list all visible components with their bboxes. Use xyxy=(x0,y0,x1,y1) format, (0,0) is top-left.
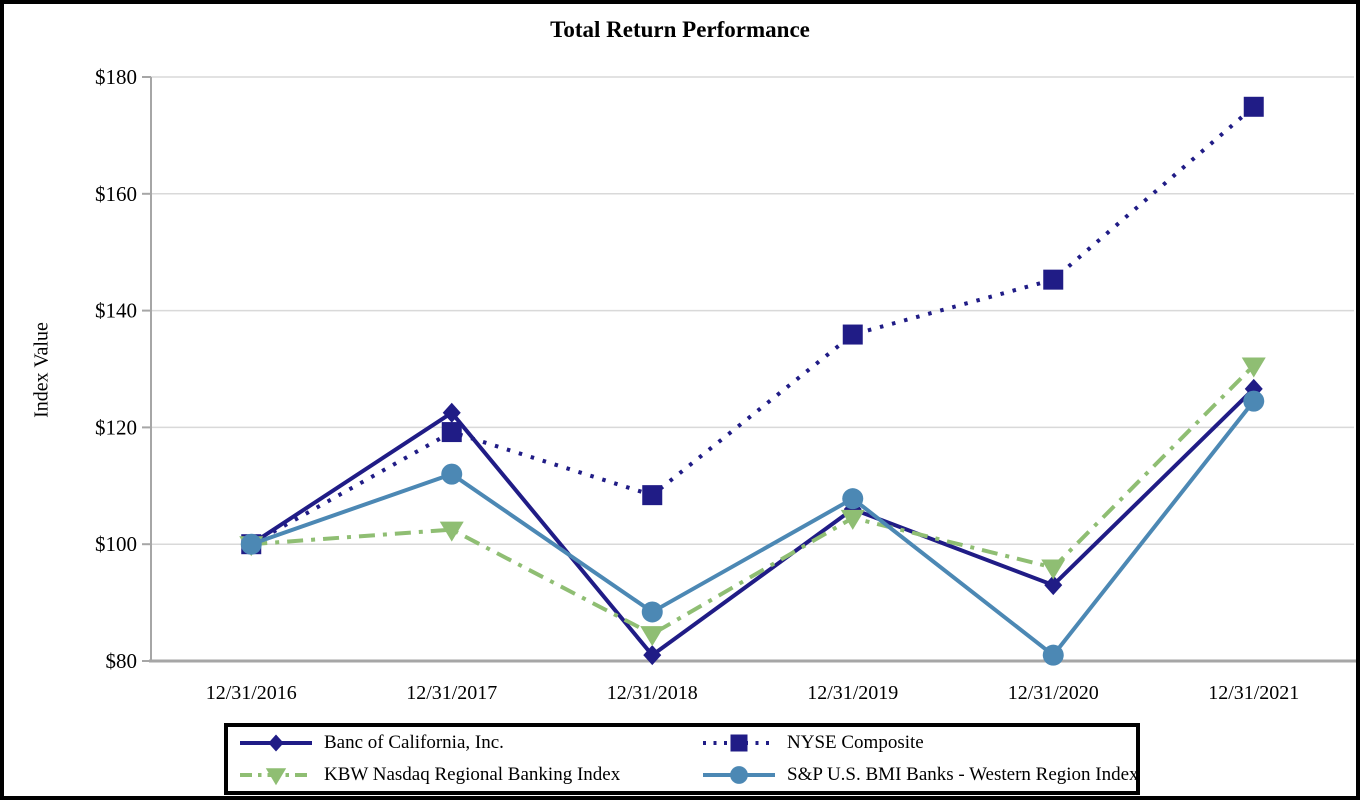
marker-circle xyxy=(441,463,463,485)
marker-square xyxy=(642,485,663,506)
x-tick-label: 12/31/2020 xyxy=(1008,682,1099,704)
legend-item: NYSE Composite xyxy=(701,727,1139,759)
marker-circle xyxy=(730,766,748,784)
legend-sample-diamond-icon xyxy=(240,734,312,752)
series-line-1 xyxy=(250,105,1256,546)
marker-diamond xyxy=(643,645,662,666)
x-tick-label: 12/31/2017 xyxy=(406,682,497,704)
plot-svg: $180 $160 $140 $120 $100 $80 12/31/2016 12/31/2… xyxy=(95,65,1356,704)
legend-sample-triangle-down-icon xyxy=(240,768,312,786)
marker-diamond xyxy=(268,734,284,752)
marker-triangle-down xyxy=(640,626,665,647)
y-tick-label: $120 xyxy=(95,415,137,439)
chart-title: Total Return Performance xyxy=(550,17,810,42)
x-tick-label: 12/31/2021 xyxy=(1208,682,1299,704)
y-tick-label: $160 xyxy=(95,182,137,206)
marker-square xyxy=(1243,96,1264,117)
x-tick-label: 12/31/2016 xyxy=(206,682,297,704)
marker-diamond xyxy=(442,402,461,423)
marker-triangle-down xyxy=(840,509,865,530)
marker-circle xyxy=(1243,390,1265,412)
legend-label: NYSE Composite xyxy=(787,732,924,753)
legend-box: Banc of California, Inc. NYSE Composite KB… xyxy=(224,723,1140,795)
marker-triangle-down xyxy=(1241,357,1266,378)
legend-sample-square-icon xyxy=(703,734,775,752)
marker-circle xyxy=(842,488,864,510)
marker-square xyxy=(842,324,863,345)
legend-label: S&P U.S. BMI Banks - Western Region Inde… xyxy=(787,764,1139,785)
legend-sample-circle-icon xyxy=(703,766,775,784)
marker-square xyxy=(1043,269,1064,290)
series-line-2 xyxy=(251,364,1256,637)
series-line-0 xyxy=(250,387,1256,658)
marker-circle xyxy=(240,533,262,555)
y-tick-label: $80 xyxy=(106,649,138,673)
marker-square xyxy=(441,422,462,443)
marker-diamond xyxy=(1044,575,1063,596)
x-tick-label: 12/31/2019 xyxy=(807,682,898,704)
marker-circle xyxy=(1042,644,1064,666)
y-tick-label: $140 xyxy=(95,299,137,323)
legend-item: S&P U.S. BMI Banks - Western Region Inde… xyxy=(701,759,1139,791)
marker-circle xyxy=(641,601,663,623)
series-line-3 xyxy=(250,399,1256,658)
x-tick-label: 12/31/2018 xyxy=(607,682,698,704)
marker-triangle-down xyxy=(1041,559,1066,580)
y-tick-label: $100 xyxy=(95,532,137,556)
legend-label: KBW Nasdaq Regional Banking Index xyxy=(324,764,621,785)
y-tick-label: $180 xyxy=(95,65,137,89)
legend-item: KBW Nasdaq Regional Banking Index xyxy=(238,759,701,791)
legend-label: Banc of California, Inc. xyxy=(324,732,504,753)
marker-square xyxy=(730,734,748,752)
marker-triangle-down xyxy=(265,768,287,786)
marker-triangle-down xyxy=(439,521,464,542)
legend-item: Banc of California, Inc. xyxy=(238,727,701,759)
